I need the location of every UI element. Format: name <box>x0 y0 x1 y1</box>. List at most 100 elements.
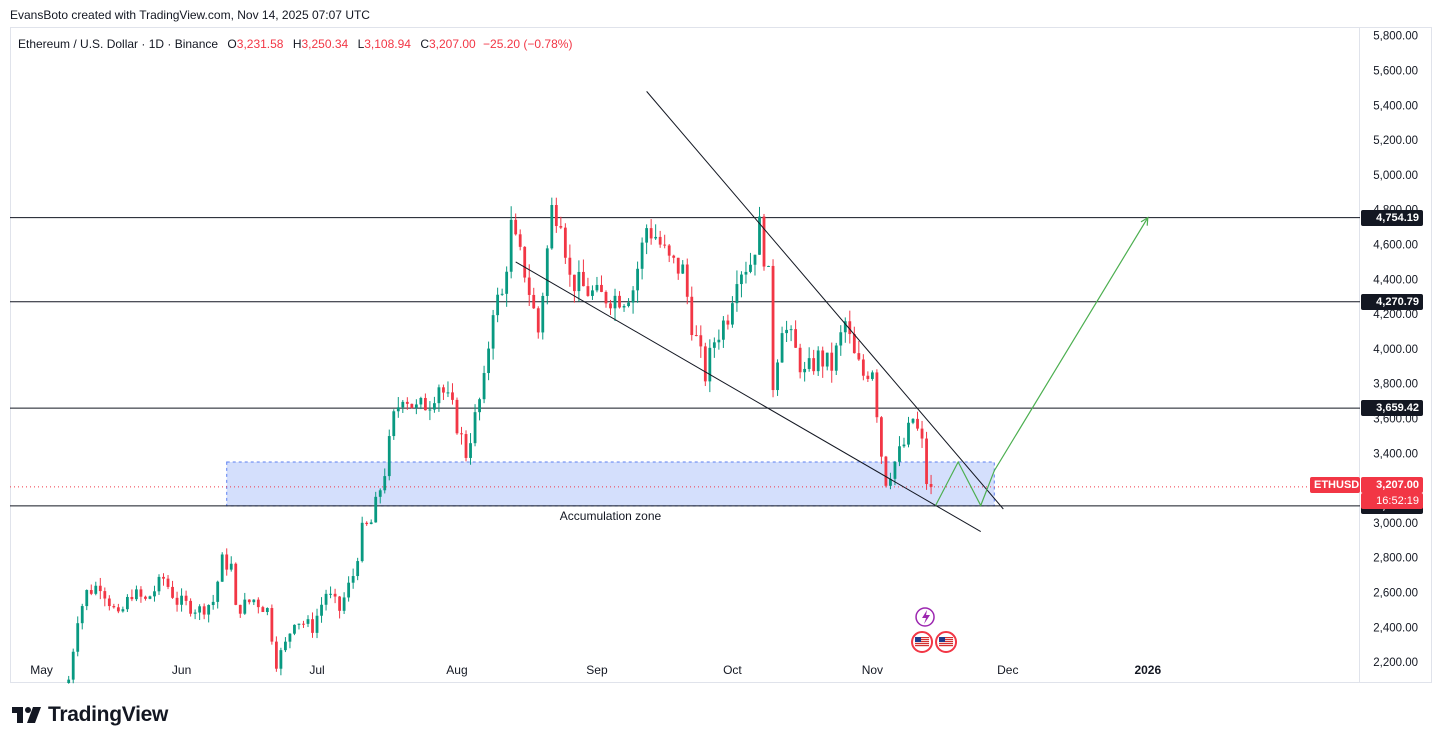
candle-body[interactable] <box>437 387 441 404</box>
candle-body[interactable] <box>180 595 183 605</box>
candle-body[interactable] <box>351 576 355 583</box>
candle-body[interactable] <box>505 271 509 294</box>
candle-body[interactable] <box>89 590 93 594</box>
candle-body[interactable] <box>112 606 116 608</box>
candle-body[interactable] <box>414 404 418 408</box>
candle-body[interactable] <box>609 303 612 309</box>
candle-body[interactable] <box>464 434 468 458</box>
candle-body[interactable] <box>279 650 283 669</box>
candle-body[interactable] <box>184 595 188 601</box>
candle-body[interactable] <box>401 401 405 408</box>
candle-body[interactable] <box>198 606 202 613</box>
candle-body[interactable] <box>116 607 120 612</box>
candle-body[interactable] <box>175 597 179 605</box>
candle-body[interactable] <box>762 216 766 267</box>
candle-body[interactable] <box>681 264 685 274</box>
candle-body[interactable] <box>193 612 197 614</box>
candle-body[interactable] <box>383 476 387 491</box>
candle-body[interactable] <box>419 397 423 405</box>
candle-body[interactable] <box>297 623 301 625</box>
candle-body[interactable] <box>758 216 761 255</box>
event-lightning-icon[interactable] <box>915 607 935 627</box>
candle-body[interactable] <box>744 271 748 275</box>
candle-body[interactable] <box>392 411 396 437</box>
candle-body[interactable] <box>717 339 721 343</box>
candle-body[interactable] <box>568 257 572 275</box>
candle-body[interactable] <box>563 227 567 258</box>
candle-body[interactable] <box>329 593 332 595</box>
candle-body[interactable] <box>302 623 305 625</box>
candle-body[interactable] <box>636 268 639 291</box>
candle-body[interactable] <box>85 590 89 607</box>
candle-body[interactable] <box>460 433 463 435</box>
candle-body[interactable] <box>342 597 346 611</box>
candle-body[interactable] <box>482 373 486 400</box>
candle-body[interactable] <box>67 679 71 683</box>
candle-body[interactable] <box>527 277 531 295</box>
upper-wedge-line[interactable] <box>646 91 1004 510</box>
candle-body[interactable] <box>785 329 788 334</box>
candle-body[interactable] <box>347 582 351 598</box>
candle-body[interactable] <box>798 347 802 373</box>
candle-body[interactable] <box>320 604 323 616</box>
candle-body[interactable] <box>469 443 472 458</box>
candle-body[interactable] <box>202 606 206 615</box>
candle-body[interactable] <box>595 284 599 291</box>
candle-body[interactable] <box>848 321 852 335</box>
candle-body[interactable] <box>572 274 576 292</box>
candle-body[interactable] <box>135 589 138 600</box>
candle-body[interactable] <box>125 596 129 610</box>
candle-body[interactable] <box>884 456 888 486</box>
candle-body[interactable] <box>238 604 242 614</box>
candle-body[interactable] <box>726 320 730 325</box>
candle-body[interactable] <box>293 624 296 634</box>
candle-body[interactable] <box>500 293 504 295</box>
candle-body[interactable] <box>911 418 915 423</box>
candle-body[interactable] <box>875 372 879 418</box>
candle-body[interactable] <box>685 264 689 297</box>
candle-body[interactable] <box>76 623 80 652</box>
candle-body[interactable] <box>640 242 644 269</box>
candle-body[interactable] <box>103 591 107 599</box>
candle-body[interactable] <box>80 606 84 624</box>
candle-body[interactable] <box>473 412 477 444</box>
candle-body[interactable] <box>306 619 310 624</box>
candle-body[interactable] <box>338 596 341 611</box>
candle-body[interactable] <box>821 350 825 367</box>
candle-body[interactable] <box>554 205 558 227</box>
candle-body[interactable] <box>825 352 829 367</box>
candle-body[interactable] <box>153 591 156 597</box>
candle-body[interactable] <box>107 598 111 607</box>
accumulation-zone-box[interactable] <box>226 461 995 507</box>
candle-body[interactable] <box>171 586 174 598</box>
candle-body[interactable] <box>162 576 165 579</box>
candle-body[interactable] <box>514 219 518 235</box>
candle-body[interactable] <box>130 596 134 600</box>
candle-body[interactable] <box>830 352 834 371</box>
candle-body[interactable] <box>654 236 658 239</box>
candle-body[interactable] <box>622 306 626 308</box>
candle-body[interactable] <box>225 554 229 570</box>
candle-body[interactable] <box>600 284 603 292</box>
candle-body[interactable] <box>794 329 798 348</box>
candle-body[interactable] <box>690 296 694 336</box>
candle-body[interactable] <box>721 320 725 340</box>
candle-body[interactable] <box>694 335 698 337</box>
candle-body[interactable] <box>550 205 554 249</box>
candle-body[interactable] <box>541 295 545 333</box>
candle-body[interactable] <box>478 399 481 413</box>
candle-body[interactable] <box>839 332 843 346</box>
candle-body[interactable] <box>265 608 269 613</box>
event-us-flag-icon[interactable] <box>935 631 958 653</box>
candle-body[interactable] <box>676 257 680 274</box>
candle-body[interactable] <box>284 641 287 651</box>
candle-body[interactable] <box>749 264 752 272</box>
candle-body[interactable] <box>374 496 378 523</box>
candle-body[interactable] <box>852 334 856 354</box>
price-axis[interactable] <box>1360 27 1432 683</box>
candle-body[interactable] <box>731 303 734 325</box>
candle-body[interactable] <box>333 593 337 597</box>
candle-body[interactable] <box>735 284 739 304</box>
candle-body[interactable] <box>518 234 522 247</box>
